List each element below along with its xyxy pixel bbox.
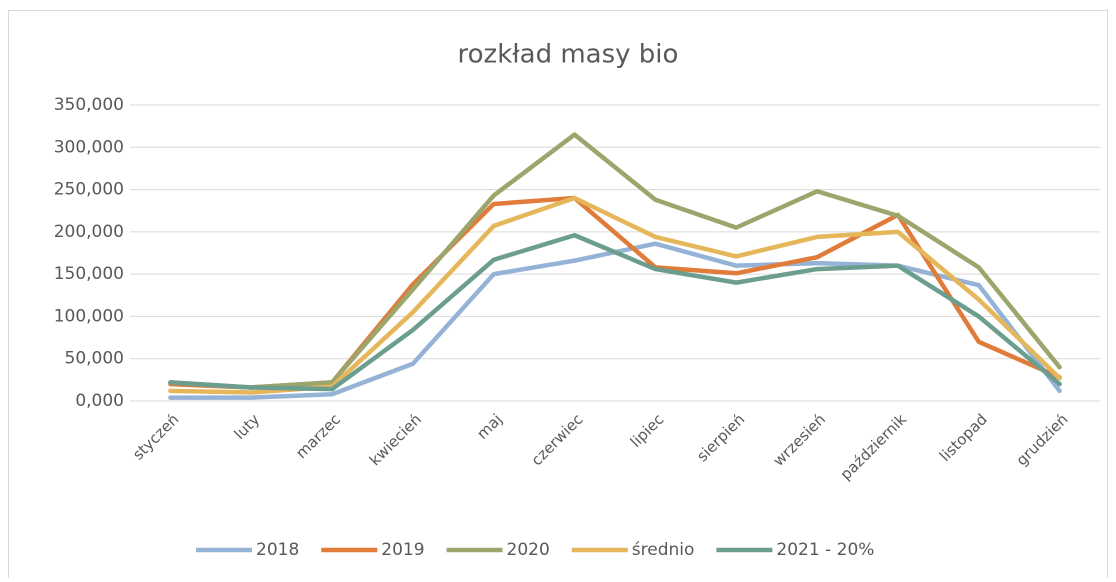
y-tick-label: 150,000 xyxy=(54,264,124,284)
series-line xyxy=(168,232,1062,392)
legend-label: 2019 xyxy=(381,540,424,560)
series-line xyxy=(168,132,1062,390)
legend-label: 2018 xyxy=(256,540,299,560)
legend-label: średnio xyxy=(632,540,695,560)
y-tick-label: 300,000 xyxy=(54,137,124,157)
y-tick-label: 200,000 xyxy=(54,222,124,242)
y-tick-label: 50,000 xyxy=(65,349,124,369)
legend-label: 2020 xyxy=(507,540,550,560)
y-tick-label: 350,000 xyxy=(54,95,124,115)
y-tick-label: 100,000 xyxy=(54,306,124,326)
y-tick-label: 0,000 xyxy=(75,391,124,411)
y-tick-label: 250,000 xyxy=(54,180,124,200)
chart-title: rozkład masy bio xyxy=(458,40,679,70)
legend-label: 2021 - 20% xyxy=(776,540,874,560)
